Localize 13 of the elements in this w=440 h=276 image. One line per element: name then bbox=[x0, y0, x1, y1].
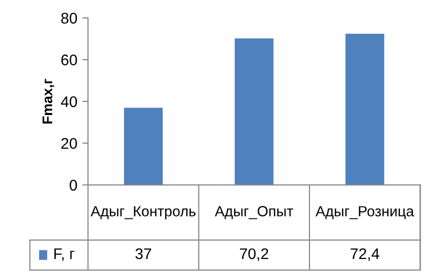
y-tick-label: 40 bbox=[60, 96, 77, 108]
data-label: 72,4 bbox=[350, 248, 380, 261]
data-label: 70,2 bbox=[240, 248, 268, 261]
y-tick-label: 60 bbox=[61, 54, 77, 66]
x-tick-label: Адыг_Контроль bbox=[90, 206, 196, 220]
legend-label: F, г bbox=[54, 248, 74, 261]
x-tick-label: Адыг_Розница bbox=[316, 206, 414, 220]
y-tick-label: 0 bbox=[70, 180, 77, 191]
y-tick-label: 20 bbox=[61, 138, 77, 149]
data-label: 37 bbox=[135, 248, 152, 260]
y-tick-label: 80 bbox=[61, 12, 77, 24]
y-axis-title: Fmax,г bbox=[42, 78, 54, 124]
x-tick-label: Адыг_Опыт bbox=[214, 206, 294, 220]
